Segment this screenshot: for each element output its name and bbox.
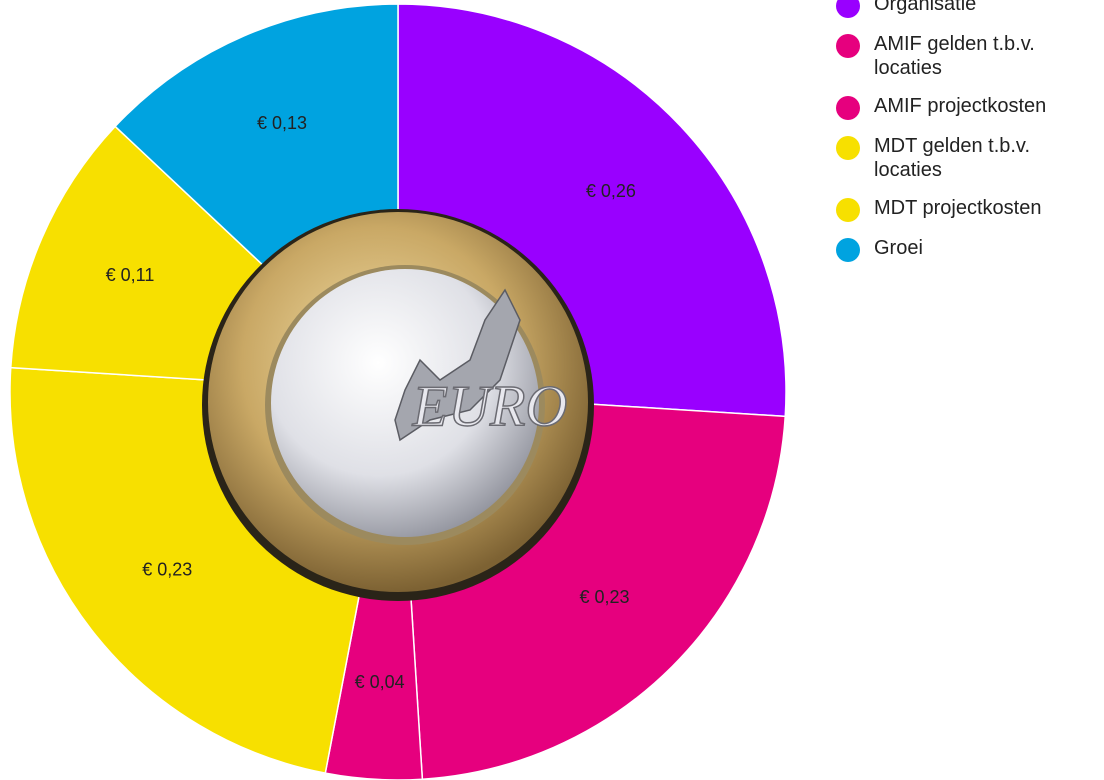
value-label: € 0,26: [586, 181, 636, 201]
coin-text: EURO: [412, 373, 568, 438]
legend-item: AMIF gelden t.b.v. locaties: [836, 32, 1104, 80]
legend-swatch: [836, 0, 860, 18]
legend-item: MDT projectkosten: [836, 196, 1104, 222]
legend-label: MDT gelden t.b.v. locaties: [874, 134, 1099, 182]
legend-swatch: [836, 34, 860, 58]
legend-label: Groei: [874, 236, 1099, 260]
chart: EURO € 0,26 € 0,23 € 0,04 € 0,23 € 0,11 € 0,1…: [0, 0, 820, 780]
legend-item: Organisatie: [836, 0, 1104, 18]
value-label: € 0,23: [579, 587, 629, 607]
legend-swatch: [836, 96, 860, 120]
legend-label: Organisatie: [874, 0, 1099, 16]
legend-swatch: [836, 198, 860, 222]
value-label: € 0,13: [257, 113, 307, 133]
value-label: € 0,04: [355, 672, 405, 692]
page: {"chart_data": {"type": "donut", "catego…: [0, 0, 1104, 780]
legend: Organisatie AMIF gelden t.b.v. locaties AM…: [836, 0, 1104, 276]
legend-swatch: [836, 136, 860, 160]
legend-label: AMIF projectkosten: [874, 94, 1099, 118]
legend-item: Groei: [836, 236, 1104, 262]
legend-item: MDT gelden t.b.v. locaties: [836, 134, 1104, 182]
legend-label: AMIF gelden t.b.v. locaties: [874, 32, 1099, 80]
value-label: € 0,11: [106, 265, 155, 285]
legend-swatch: [836, 238, 860, 262]
legend-item: AMIF projectkosten: [836, 94, 1104, 120]
value-label: € 0,23: [142, 560, 192, 580]
legend-label: MDT projectkosten: [874, 196, 1099, 220]
coin: EURO: [202, 209, 594, 601]
